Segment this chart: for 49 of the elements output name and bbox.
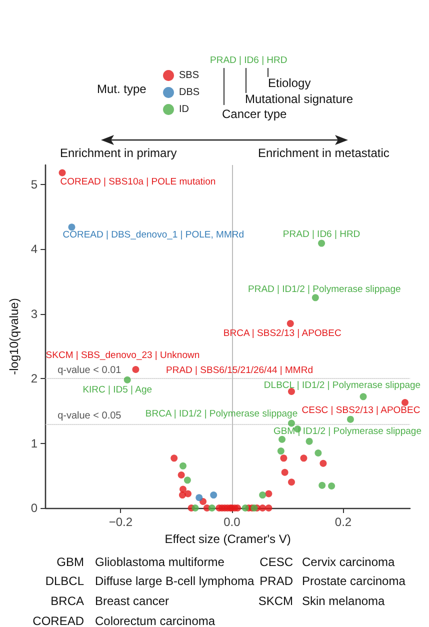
annotation: PRAD | SBS6/15/21/26/44 | MMRd: [166, 365, 313, 376]
annotation: KIRC | ID5 | Age: [82, 384, 152, 396]
text: Colorectum carcinoma: [95, 614, 216, 627]
y-tick-label: 2: [30, 372, 38, 386]
y-tick-label: 1: [30, 436, 38, 450]
text: Glioblastoma multiforme: [95, 555, 224, 569]
annotation: PRAD | ID1/2 | Polymerase slippage: [248, 284, 401, 296]
text: Breast cancer: [95, 594, 170, 608]
text: SKCM: [258, 594, 293, 608]
x-tick-label: −0.2: [108, 515, 133, 529]
legend-label: DBS: [179, 87, 200, 98]
legend-label: SBS: [179, 70, 200, 81]
text: COREAD: [32, 614, 84, 627]
legend-label: ID: [179, 104, 189, 115]
text: Cancer type: [222, 107, 287, 121]
text: Etiology: [268, 76, 311, 90]
y-tick-label: 5: [30, 177, 38, 192]
x-tick-label: 0.0: [224, 515, 241, 529]
text: GBM: [56, 555, 84, 569]
legend-title: Mut. type: [97, 82, 146, 96]
text: CESC: [260, 555, 293, 569]
ref-line-label: q-value < 0.05: [58, 410, 122, 422]
text: Enrichment in primary: [60, 146, 177, 160]
y-tick-label: 3: [30, 306, 38, 321]
text: DLBCL: [45, 574, 84, 588]
annotation: COREAD | SBS10a | POLE mutation: [60, 176, 216, 188]
annotation: CESC | SBS2/13 | APOBEC: [302, 405, 420, 416]
y-tick-label: 4: [30, 242, 38, 256]
text: PRAD | ID6 | HRD: [210, 54, 288, 68]
text: Enrichment in metastatic: [258, 146, 390, 160]
text: Cervix carcinoma: [302, 555, 395, 569]
x-tick-label: 0.2: [334, 515, 352, 529]
annotation: GBM | ID1/2 | Polymerase slippage: [273, 426, 422, 437]
y-tick-label: 0: [30, 501, 38, 515]
text: BRCA: [50, 594, 84, 608]
x-axis-title: Effect size (Cramer's V): [164, 532, 291, 546]
text: PRAD: [260, 574, 293, 588]
text: Skin melanoma: [302, 594, 385, 608]
annotation: COREAD | DBS_denovo_1 | POLE, MMRd: [62, 230, 244, 241]
y-axis-title: -log10(qvalue): [7, 298, 21, 375]
annotation: PRAD | ID6 | HRD: [282, 228, 360, 240]
text: Diffuse large B-cell lymphoma: [95, 574, 254, 588]
text: Prostate carcinoma: [302, 574, 406, 588]
text: Mutational signature: [245, 92, 354, 106]
annotation: DLBCL | ID1/2 | Polymerase slippage: [264, 380, 421, 392]
annotation: BRCA | ID1/2 | Polymerase slippage: [145, 408, 298, 420]
ref-line-label: q-value < 0.01: [58, 365, 122, 376]
annotation: BRCA | SBS2/13 | APOBEC: [223, 328, 342, 340]
annotation: SKCM | SBS_denovo_23 | Unknown: [46, 350, 200, 362]
